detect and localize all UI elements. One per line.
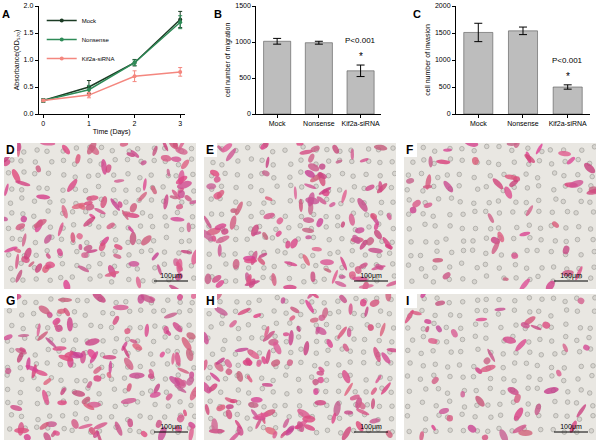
svg-text:0: 0 bbox=[447, 110, 451, 117]
svg-text:100μm: 100μm bbox=[360, 423, 382, 431]
svg-text:2.0: 2.0 bbox=[24, 2, 34, 9]
svg-text:1000: 1000 bbox=[435, 56, 451, 63]
svg-text:100μm: 100μm bbox=[160, 272, 182, 280]
svg-text:P<0.001: P<0.001 bbox=[552, 56, 583, 65]
svg-text:D: D bbox=[6, 143, 15, 157]
svg-text:1: 1 bbox=[87, 120, 91, 127]
svg-text:0.5: 0.5 bbox=[24, 83, 34, 90]
svg-text:E: E bbox=[206, 143, 214, 157]
svg-text:P<0.001: P<0.001 bbox=[345, 36, 376, 45]
svg-text:1.5: 1.5 bbox=[24, 29, 34, 36]
svg-text:A: A bbox=[2, 8, 10, 20]
svg-text:100μm: 100μm bbox=[160, 423, 182, 431]
svg-text:1.0: 1.0 bbox=[24, 56, 34, 63]
svg-text:100μm: 100μm bbox=[360, 272, 382, 280]
svg-text:*: * bbox=[566, 71, 570, 82]
svg-text:G: G bbox=[6, 294, 15, 308]
svg-text:0: 0 bbox=[247, 110, 251, 117]
svg-text:500: 500 bbox=[439, 83, 451, 90]
svg-text:Nonsense: Nonsense bbox=[82, 37, 110, 43]
svg-text:Mock: Mock bbox=[82, 18, 97, 24]
svg-text:*: * bbox=[359, 51, 363, 62]
svg-text:3: 3 bbox=[178, 120, 182, 127]
svg-text:cell number of migration: cell number of migration bbox=[224, 23, 232, 98]
svg-text:Time (Days): Time (Days) bbox=[93, 128, 131, 136]
svg-text:Kif2a-siRNA: Kif2a-siRNA bbox=[82, 56, 115, 62]
svg-text:0.0: 0.0 bbox=[24, 110, 34, 117]
svg-text:C: C bbox=[413, 8, 421, 20]
svg-text:2000: 2000 bbox=[435, 2, 451, 9]
svg-text:B: B bbox=[214, 8, 222, 20]
svg-text:cell number of invasion: cell number of invasion bbox=[424, 24, 431, 96]
svg-text:1500: 1500 bbox=[235, 2, 251, 9]
svg-text:0: 0 bbox=[41, 120, 45, 127]
svg-text:Kif2a-siRNA: Kif2a-siRNA bbox=[549, 120, 587, 127]
svg-text:Nonsense: Nonsense bbox=[507, 120, 539, 127]
svg-text:100μm: 100μm bbox=[560, 272, 582, 280]
svg-text:1000: 1000 bbox=[235, 38, 251, 45]
svg-text:Nonsense: Nonsense bbox=[303, 120, 335, 127]
svg-text:500: 500 bbox=[239, 74, 251, 81]
svg-text:1500: 1500 bbox=[435, 29, 451, 36]
svg-text:Absorbance(OD₅₇₀): Absorbance(OD₅₇₀) bbox=[13, 30, 21, 91]
svg-text:I: I bbox=[406, 294, 409, 308]
svg-text:H: H bbox=[206, 294, 215, 308]
svg-text:100μm: 100μm bbox=[560, 423, 582, 431]
svg-text:Kif2a-siRNA: Kif2a-siRNA bbox=[342, 120, 380, 127]
svg-text:Mock: Mock bbox=[470, 120, 487, 127]
svg-text:2: 2 bbox=[133, 120, 137, 127]
svg-text:Mock: Mock bbox=[269, 120, 286, 127]
svg-text:F: F bbox=[406, 143, 413, 157]
